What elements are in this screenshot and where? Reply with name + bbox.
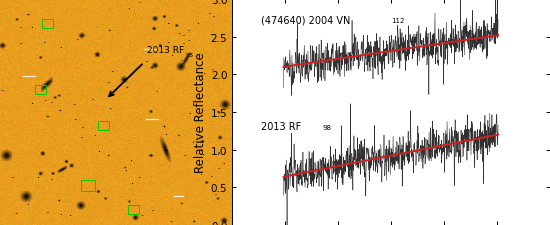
Text: 2013 RF: 2013 RF <box>147 46 185 55</box>
Text: 98: 98 <box>186 52 194 57</box>
Bar <box>42 20 53 29</box>
Bar <box>35 86 46 94</box>
Text: 2013 RF: 2013 RF <box>261 122 301 131</box>
Y-axis label: Relative Reflectance: Relative Reflectance <box>194 52 207 173</box>
Bar <box>97 122 109 130</box>
Text: 112: 112 <box>391 18 404 24</box>
Text: (474640) 2004 VN: (474640) 2004 VN <box>261 15 351 25</box>
Bar <box>128 205 139 214</box>
Bar <box>81 180 95 191</box>
Text: 98: 98 <box>322 124 331 130</box>
